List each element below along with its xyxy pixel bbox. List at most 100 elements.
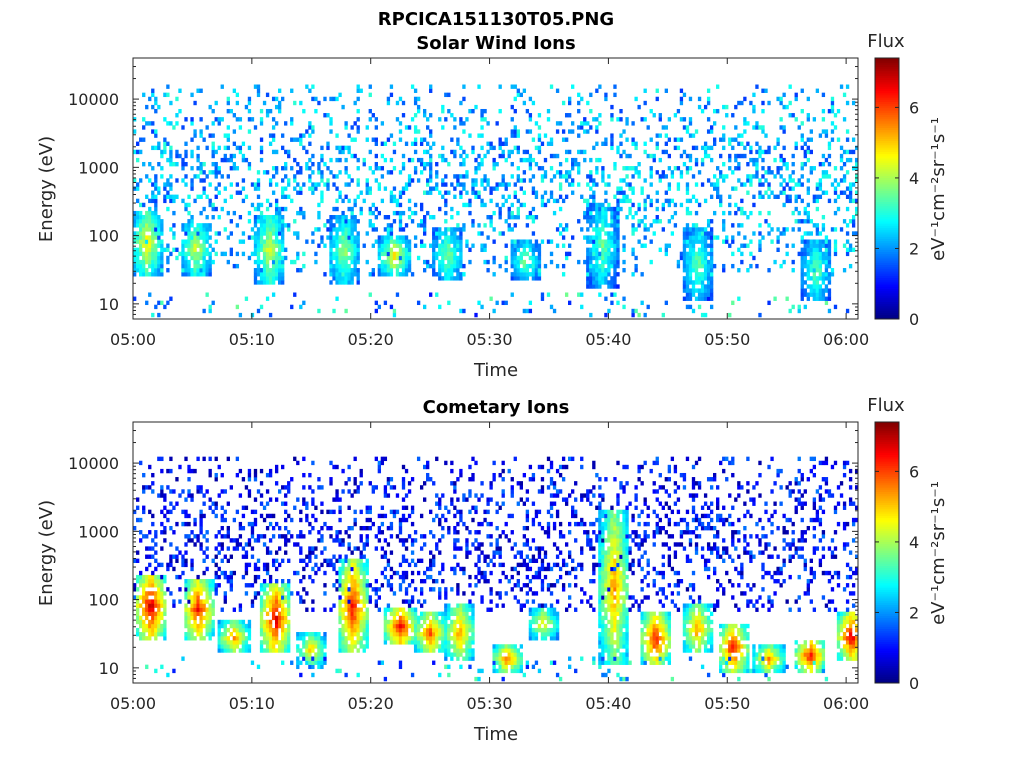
spectrogram-cell	[154, 210, 158, 216]
spectrogram-cell	[347, 464, 351, 470]
spectrogram-cell	[685, 243, 690, 248]
spectrogram-cell	[395, 268, 400, 273]
spectrogram-cell	[199, 599, 203, 604]
spectrogram-cell	[761, 100, 765, 106]
spectrogram-cell	[706, 235, 711, 240]
spectrogram-cell	[172, 603, 176, 608]
colorbar-segment	[875, 260, 899, 263]
spectrogram-cell	[329, 243, 333, 248]
spectrogram-cell	[344, 166, 348, 171]
spectrogram-cell	[749, 182, 753, 187]
spectrogram-cell	[598, 202, 602, 208]
spectrogram-cell	[265, 472, 270, 478]
spectrogram-cell	[410, 141, 415, 146]
spectrogram-cell	[504, 186, 508, 191]
spectrogram-cell	[818, 194, 823, 199]
spectrogram-cell	[256, 219, 261, 224]
spectrogram-cell	[329, 534, 333, 539]
spectrogram-cell	[709, 276, 714, 281]
spectrogram-cell	[154, 304, 158, 310]
spectrogram-cell	[205, 292, 209, 297]
spectrogram-cell	[208, 198, 212, 204]
spectrogram-cell	[797, 251, 801, 257]
spectrogram-cell	[688, 251, 693, 257]
spectrogram-cell	[558, 161, 563, 167]
spectrogram-cell	[601, 251, 605, 257]
spectrogram-cell	[616, 149, 620, 155]
spectrogram-cell	[426, 263, 430, 269]
spectrogram-cell	[190, 243, 194, 248]
spectrogram-cell	[211, 121, 215, 126]
spectrogram-cell	[329, 255, 333, 261]
spectrogram-cell	[256, 591, 261, 596]
spectrogram-cell	[205, 546, 209, 551]
spectrogram-cell	[845, 251, 850, 257]
spectrogram-cell	[728, 166, 732, 171]
colorbar-segment	[875, 314, 899, 318]
spectrogram-cell	[202, 259, 206, 265]
spectrogram-cell	[806, 157, 810, 163]
spectrogram-cell	[716, 108, 720, 114]
spectrogram-cell	[247, 493, 252, 498]
spectrogram-cell	[350, 550, 354, 555]
spectrogram-cell	[773, 296, 777, 301]
spectrogram-cell	[851, 198, 856, 204]
spectrogram-cell	[238, 125, 243, 130]
spectrogram-cell	[341, 227, 345, 232]
spectrogram-cell	[202, 243, 206, 248]
colorbar-segment	[875, 299, 899, 302]
spectrogram-cell	[395, 100, 400, 106]
spectrogram-cell	[453, 276, 457, 281]
colorbar-segment	[875, 297, 899, 300]
spectrogram-cell	[217, 566, 221, 572]
spectrogram-cell	[157, 227, 161, 232]
spectrogram-cell	[604, 243, 608, 248]
spectrogram-cell	[447, 300, 451, 306]
colorbar-segment	[875, 308, 899, 311]
spectrogram-cell	[341, 636, 345, 641]
spectrogram-cell	[416, 300, 421, 306]
spectrogram-cell	[380, 141, 385, 146]
spectrogram-cell	[637, 170, 641, 175]
spectrogram-cell	[851, 215, 856, 220]
spectrogram-cell	[145, 566, 149, 572]
spectrogram-cell	[139, 219, 143, 224]
spectrogram-cell	[438, 272, 442, 277]
spectrogram-cell	[716, 84, 720, 89]
spectrogram-cell	[404, 251, 409, 257]
spectrogram-cell	[833, 210, 838, 216]
spectrogram-cell	[398, 239, 403, 244]
spectrogram-cell	[353, 599, 357, 604]
spectrogram-cell	[151, 546, 155, 551]
spectrogram-cell	[308, 186, 312, 191]
spectrogram-cell	[262, 223, 267, 228]
spectrogram-cell	[223, 186, 227, 191]
spectrogram-cell	[223, 648, 227, 653]
spectrogram-cell	[495, 202, 499, 208]
spectrogram-cell	[386, 100, 391, 106]
spectrogram-cell	[281, 231, 285, 236]
spectrogram-cell	[356, 157, 360, 163]
spectrogram-cell	[347, 636, 351, 641]
spectrogram-cell	[142, 574, 146, 580]
spectrogram-cell	[368, 206, 372, 212]
spectrogram-cell	[274, 468, 279, 474]
spectrogram-cell	[148, 546, 152, 551]
spectrogram-cell	[815, 251, 820, 257]
spectrogram-cell	[362, 198, 366, 204]
spectrogram-cell	[619, 117, 623, 122]
spectrogram-cell	[232, 623, 237, 629]
spectrogram-cell	[423, 108, 427, 114]
spectrogram-cell	[468, 202, 472, 208]
spectrogram-cell	[296, 632, 300, 637]
spectrogram-cell	[456, 239, 460, 244]
spectrogram-cell	[401, 268, 406, 273]
spectrogram-cell	[142, 239, 146, 244]
spectrogram-cell	[320, 660, 324, 665]
spectrogram-cell	[169, 174, 173, 179]
spectrogram-cell	[592, 280, 596, 285]
spectrogram-cell	[139, 615, 143, 621]
spectrogram-cell	[574, 157, 578, 163]
spectrogram-cell	[271, 640, 276, 645]
spectrogram-cell	[592, 117, 596, 122]
